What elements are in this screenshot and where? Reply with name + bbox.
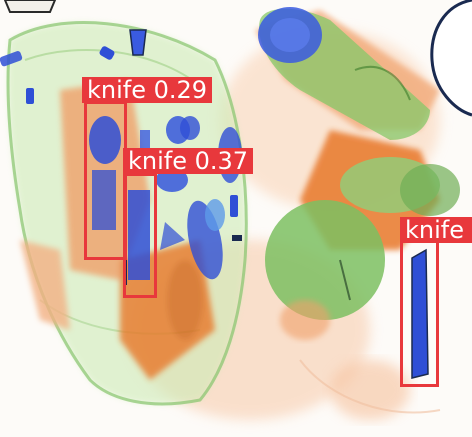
detection-label-knife-2: knife 0.37: [123, 148, 254, 174]
detection-score: 0.37: [194, 148, 249, 174]
detection-class: knife: [128, 148, 187, 174]
cylinder-object: [255, 7, 440, 140]
detection-box-knife-3: [400, 240, 439, 387]
detection-label-knife-1: knife 0.29: [82, 77, 213, 103]
detection-class: knife: [87, 77, 146, 103]
detection-label-knife-3: knife: [400, 217, 472, 243]
detection-class: knife: [405, 217, 464, 243]
detection-box-knife-1: [84, 101, 127, 260]
detection-score: 0.29: [153, 77, 208, 103]
detection-box-knife-2: [123, 173, 157, 298]
